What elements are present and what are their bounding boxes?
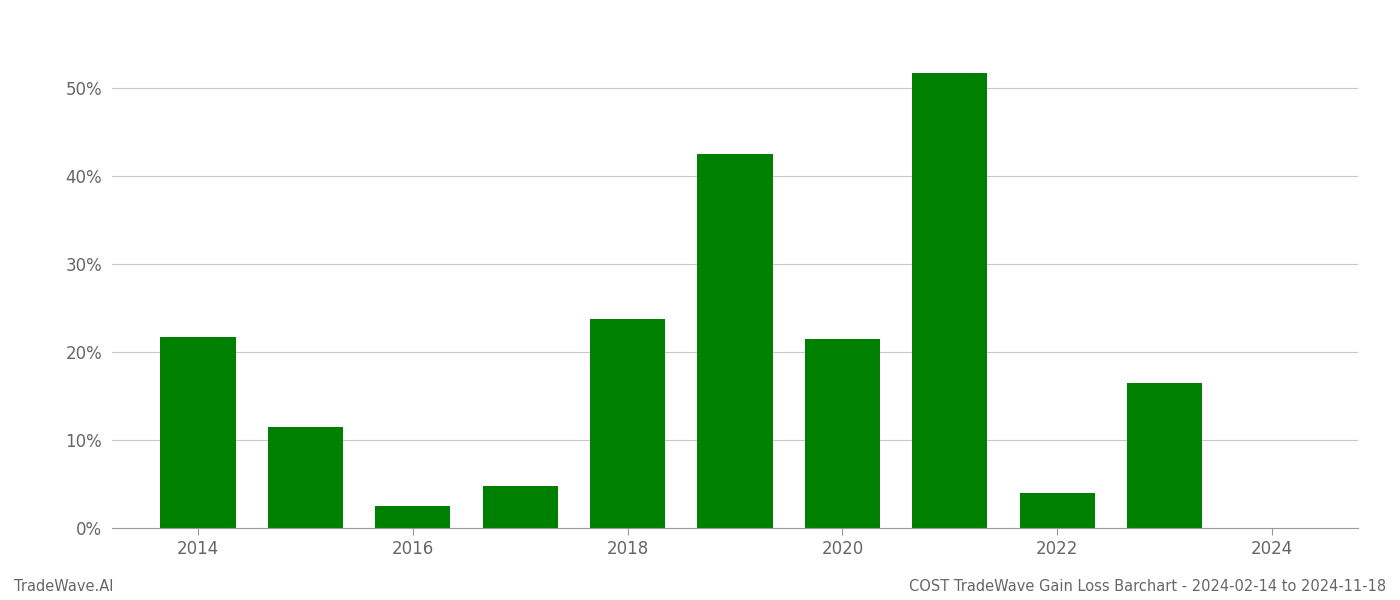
Bar <box>1127 383 1203 528</box>
Text: TradeWave.AI: TradeWave.AI <box>14 579 113 594</box>
Bar <box>913 73 987 528</box>
Bar <box>375 506 451 528</box>
Bar <box>267 427 343 528</box>
Bar <box>697 154 773 528</box>
Text: COST TradeWave Gain Loss Barchart - 2024-02-14 to 2024-11-18: COST TradeWave Gain Loss Barchart - 2024… <box>909 579 1386 594</box>
Bar <box>483 486 557 528</box>
Bar <box>805 339 881 528</box>
Bar <box>589 319 665 528</box>
Bar <box>161 337 235 528</box>
Bar <box>1019 493 1095 528</box>
